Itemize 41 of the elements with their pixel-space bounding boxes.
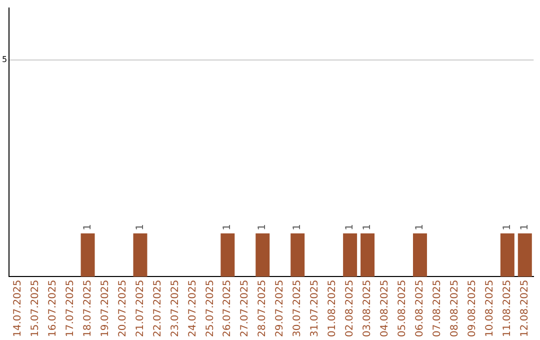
x-tick-label: 22.07.2025 bbox=[152, 280, 164, 338]
x-tick-label: 30.07.2025 bbox=[292, 280, 304, 338]
x-tick-label: 28.07.2025 bbox=[257, 280, 268, 338]
data-label: 1 bbox=[344, 224, 356, 230]
x-tick-label: 15.07.2025 bbox=[30, 280, 41, 338]
x-tick-label: 19.07.2025 bbox=[100, 280, 111, 338]
x-tick-label: 25.07.2025 bbox=[204, 280, 216, 338]
x-tick-label: 02.08.2025 bbox=[344, 280, 356, 338]
x-tick-label: 23.07.2025 bbox=[170, 280, 181, 338]
data-label: 1 bbox=[257, 224, 268, 230]
x-tick-label: 05.08.2025 bbox=[397, 280, 408, 338]
x-tick-label: 10.08.2025 bbox=[484, 280, 496, 338]
x-tick-label: 29.07.2025 bbox=[274, 280, 286, 338]
x-tick-label: 11.08.2025 bbox=[502, 280, 514, 338]
y-tick-label: 5 bbox=[2, 55, 8, 64]
x-tick-label: 12.08.2025 bbox=[519, 280, 530, 338]
x-tick-label: 27.07.2025 bbox=[240, 280, 251, 338]
x-tick-label: 06.08.2025 bbox=[414, 280, 426, 338]
x-tick-label: 08.08.2025 bbox=[450, 280, 461, 338]
data-label: 1 bbox=[502, 224, 514, 230]
x-tick-label: 31.07.2025 bbox=[310, 280, 321, 338]
x-tick-label: 18.07.2025 bbox=[82, 280, 94, 338]
x-tick-label: 09.08.2025 bbox=[467, 280, 478, 338]
x-tick-label: 01.08.2025 bbox=[327, 280, 338, 338]
x-tick-label: 21.07.2025 bbox=[134, 280, 146, 338]
x-tick-label: 20.07.2025 bbox=[117, 280, 128, 338]
data-label: 1 bbox=[134, 224, 146, 230]
data-label: 1 bbox=[414, 224, 426, 230]
x-tick-label: 16.07.2025 bbox=[47, 280, 58, 338]
x-tick-label: 14.07.2025 bbox=[12, 280, 24, 338]
x-tick-label: 17.07.2025 bbox=[64, 280, 76, 338]
data-label: 1 bbox=[222, 224, 234, 230]
data-label: 1 bbox=[519, 224, 530, 230]
data-label: 1 bbox=[362, 224, 374, 230]
data-label: 1 bbox=[82, 224, 94, 230]
data-label: 1 bbox=[292, 224, 304, 230]
x-tick-label: 03.08.2025 bbox=[362, 280, 374, 338]
x-tick-label: 04.08.2025 bbox=[380, 280, 391, 338]
x-tick-label: 07.08.2025 bbox=[432, 280, 444, 338]
x-tick-label: 24.07.2025 bbox=[187, 280, 198, 338]
x-tick-label: 26.07.2025 bbox=[222, 280, 234, 338]
